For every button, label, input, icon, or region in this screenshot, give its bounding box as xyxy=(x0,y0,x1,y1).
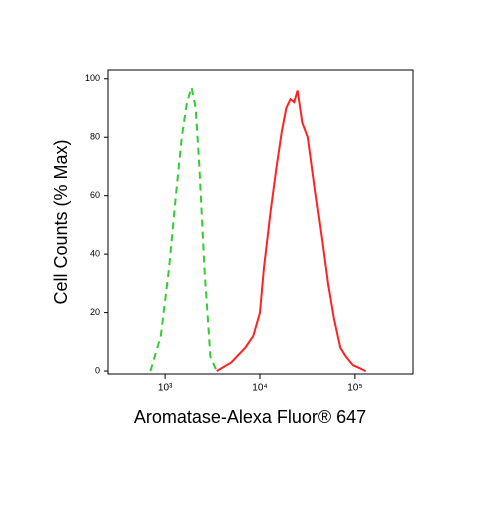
plot-frame xyxy=(107,69,414,375)
y-tick-label: 60 xyxy=(90,190,100,200)
x-tick-label: 10³ xyxy=(158,383,173,394)
x-tick-label: 10⁴ xyxy=(252,383,267,394)
y-tick-label: 100 xyxy=(85,73,100,83)
y-tick-label: 0 xyxy=(95,365,100,375)
x-tick-label: 10⁵ xyxy=(347,383,362,394)
y-tick-label: 40 xyxy=(90,249,100,259)
series-line xyxy=(216,90,367,373)
y-tick-label: 20 xyxy=(90,307,100,317)
x-axis-label: Aromatase-Alexa Fluor® 647 xyxy=(134,407,366,427)
y-axis-label: Cell Counts (% Max) xyxy=(51,139,71,304)
series-line xyxy=(149,87,218,372)
y-tick-label: 80 xyxy=(90,132,100,142)
